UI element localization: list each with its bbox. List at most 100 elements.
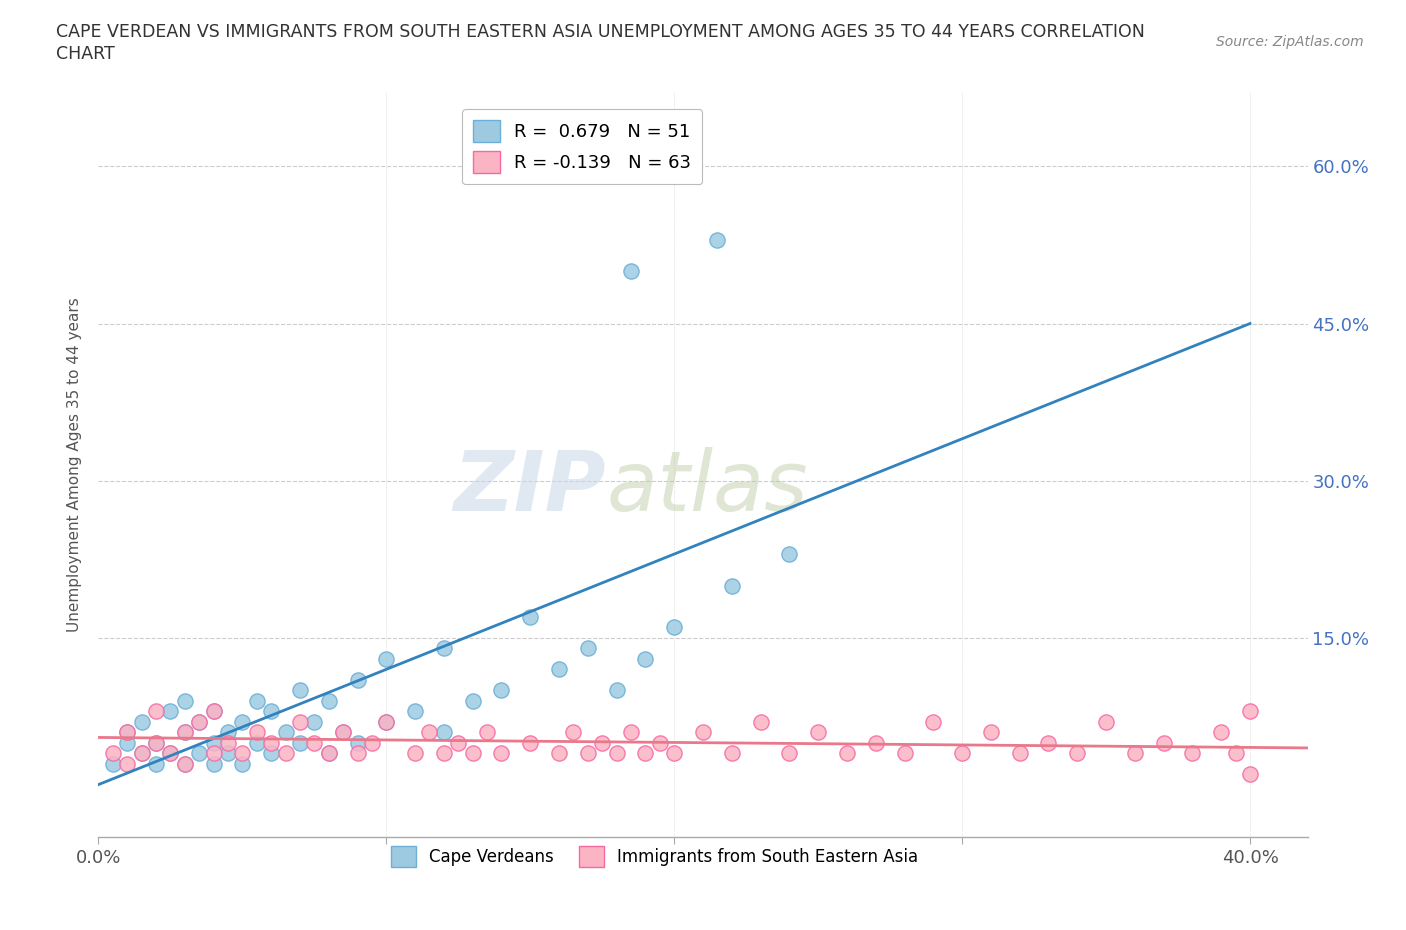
Point	[318, 746, 340, 761]
Point	[835, 746, 858, 761]
Point	[548, 746, 571, 761]
Point	[922, 714, 945, 729]
Point	[1153, 736, 1175, 751]
Point	[288, 736, 311, 751]
Point	[361, 736, 384, 751]
Point	[173, 756, 195, 771]
Point	[893, 746, 915, 761]
Point	[491, 683, 513, 698]
Text: ZIP: ZIP	[454, 446, 606, 528]
Point	[304, 736, 326, 751]
Point	[145, 756, 167, 771]
Point	[217, 736, 239, 751]
Point	[346, 672, 368, 687]
Point	[159, 704, 181, 719]
Point	[950, 746, 973, 761]
Point	[101, 746, 124, 761]
Point	[304, 714, 326, 729]
Point	[1239, 766, 1261, 781]
Point	[461, 694, 484, 709]
Point	[1066, 746, 1088, 761]
Point	[375, 714, 398, 729]
Point	[288, 683, 311, 698]
Point	[475, 724, 498, 739]
Point	[375, 651, 398, 666]
Point	[433, 746, 456, 761]
Point	[274, 724, 297, 739]
Point	[101, 756, 124, 771]
Point	[1095, 714, 1118, 729]
Point	[131, 746, 153, 761]
Point	[246, 724, 269, 739]
Point	[1225, 746, 1247, 761]
Point	[131, 746, 153, 761]
Point	[159, 746, 181, 761]
Y-axis label: Unemployment Among Ages 35 to 44 years: Unemployment Among Ages 35 to 44 years	[67, 298, 83, 632]
Point	[188, 714, 211, 729]
Point	[620, 724, 643, 739]
Point	[145, 704, 167, 719]
Point	[548, 662, 571, 677]
Point	[1008, 746, 1031, 761]
Point	[576, 641, 599, 656]
Point	[706, 232, 728, 247]
Point	[318, 694, 340, 709]
Point	[1181, 746, 1204, 761]
Point	[188, 714, 211, 729]
Point	[634, 746, 657, 761]
Point	[562, 724, 585, 739]
Point	[131, 714, 153, 729]
Point	[173, 694, 195, 709]
Point	[620, 264, 643, 279]
Point	[260, 704, 283, 719]
Point	[260, 746, 283, 761]
Text: CAPE VERDEAN VS IMMIGRANTS FROM SOUTH EASTERN ASIA UNEMPLOYMENT AMONG AGES 35 TO: CAPE VERDEAN VS IMMIGRANTS FROM SOUTH EA…	[56, 23, 1144, 41]
Point	[491, 746, 513, 761]
Point	[404, 746, 426, 761]
Point	[332, 724, 354, 739]
Point	[778, 746, 800, 761]
Point	[288, 714, 311, 729]
Point	[664, 746, 686, 761]
Point	[231, 746, 253, 761]
Point	[1239, 704, 1261, 719]
Point	[173, 724, 195, 739]
Point	[433, 724, 456, 739]
Point	[202, 756, 225, 771]
Point	[346, 736, 368, 751]
Point	[606, 746, 628, 761]
Point	[404, 704, 426, 719]
Point	[115, 756, 138, 771]
Point	[664, 620, 686, 635]
Point	[980, 724, 1002, 739]
Point	[591, 736, 613, 751]
Point	[1038, 736, 1060, 751]
Point	[346, 746, 368, 761]
Point	[447, 736, 470, 751]
Point	[1211, 724, 1233, 739]
Point	[433, 641, 456, 656]
Point	[115, 724, 138, 739]
Point	[1123, 746, 1146, 761]
Point	[692, 724, 714, 739]
Point	[274, 746, 297, 761]
Point	[173, 724, 195, 739]
Point	[115, 736, 138, 751]
Text: CHART: CHART	[56, 45, 115, 62]
Point	[202, 704, 225, 719]
Point	[202, 746, 225, 761]
Point	[461, 746, 484, 761]
Point	[318, 746, 340, 761]
Point	[246, 736, 269, 751]
Point	[606, 683, 628, 698]
Point	[115, 724, 138, 739]
Point	[159, 746, 181, 761]
Point	[418, 724, 440, 739]
Text: atlas: atlas	[606, 446, 808, 528]
Point	[519, 736, 541, 751]
Point	[648, 736, 671, 751]
Point	[173, 756, 195, 771]
Point	[231, 756, 253, 771]
Point	[202, 704, 225, 719]
Point	[519, 609, 541, 624]
